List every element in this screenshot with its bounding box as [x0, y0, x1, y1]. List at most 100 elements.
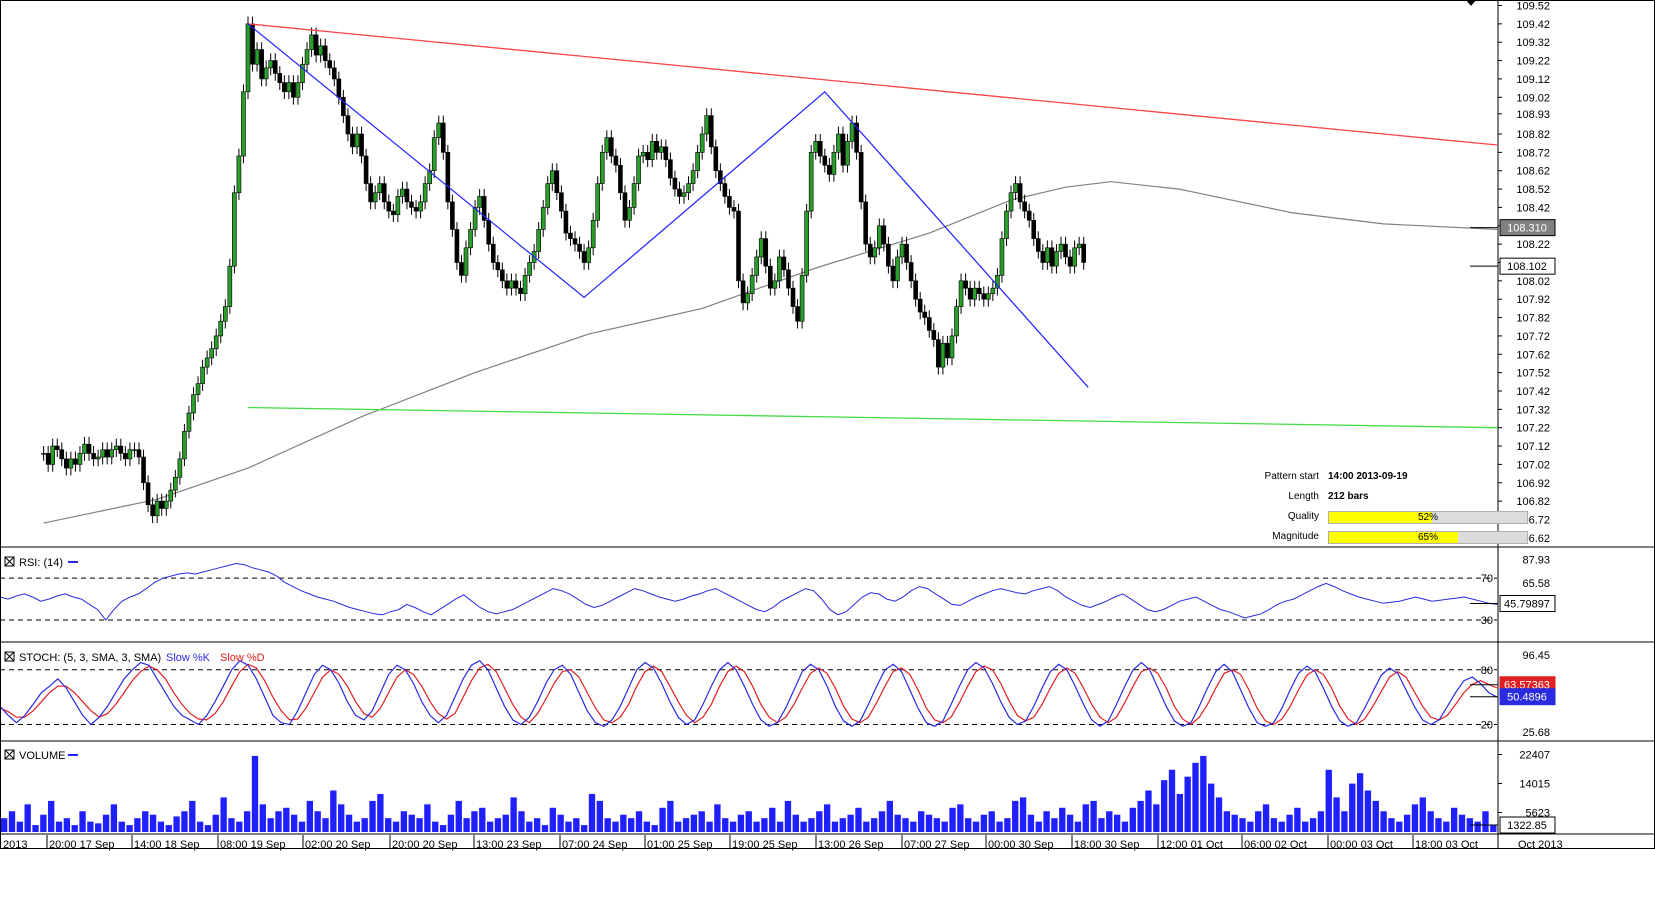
- candle-body: [368, 183, 373, 203]
- volume-bar: [996, 821, 1003, 832]
- candle: [926, 310, 932, 338]
- candle: [631, 176, 637, 215]
- candle-body: [722, 183, 728, 197]
- candle-body: [468, 229, 473, 249]
- candle: [954, 299, 959, 344]
- volume-bar: [1411, 804, 1419, 832]
- candle: [917, 291, 923, 320]
- candle-body: [568, 232, 573, 239]
- volume-bar: [251, 755, 259, 832]
- sma-value-box: [1499, 219, 1556, 237]
- candle: [908, 255, 914, 289]
- price-tick-label: 109.52: [1516, 1, 1550, 13]
- candle: [1076, 236, 1082, 256]
- candle: [1040, 244, 1046, 270]
- candle: [636, 148, 641, 191]
- volume-bar: [330, 790, 337, 832]
- candle-body: [590, 219, 596, 249]
- rsi-title: RSI: (14): [19, 557, 63, 569]
- candle-body: [68, 458, 74, 469]
- volume-current-text: 1322.85: [1507, 820, 1547, 832]
- volume-bar: [353, 821, 361, 832]
- candle-body: [313, 34, 319, 56]
- volume-bar: [855, 807, 862, 832]
- resistance-line: [247, 23, 1498, 146]
- candle-body: [1058, 243, 1064, 252]
- candle-body: [804, 210, 809, 276]
- volume-bar: [941, 821, 948, 832]
- volume-bar: [972, 821, 980, 832]
- candle: [509, 273, 514, 296]
- candle: [931, 323, 937, 347]
- time-label: 08:00 19 Sep: [220, 839, 285, 851]
- candle: [300, 56, 305, 90]
- volume-bar: [1160, 780, 1168, 832]
- volume-bar: [385, 818, 392, 832]
- volume-bar: [16, 821, 24, 832]
- volume-bar: [682, 818, 690, 832]
- volume-bar: [212, 814, 219, 832]
- candle: [350, 126, 355, 155]
- candle-body: [740, 280, 746, 304]
- rsi-current-text: 45.79897: [1504, 599, 1550, 611]
- volume-bar: [1153, 804, 1160, 832]
- volume-bar: [980, 814, 988, 832]
- candle: [836, 126, 841, 160]
- candle-body: [817, 141, 823, 157]
- candle: [286, 75, 292, 100]
- volume-bar: [55, 821, 63, 832]
- candle: [618, 157, 623, 201]
- volume-bar: [816, 811, 823, 832]
- candle-body: [1017, 183, 1023, 203]
- candle-body: [822, 155, 828, 166]
- candle-body: [200, 366, 205, 384]
- time-label: 20:00 17 Sep: [49, 839, 114, 851]
- candle: [540, 200, 546, 237]
- volume-bar: [792, 814, 799, 832]
- candle: [1026, 203, 1032, 228]
- candle: [195, 376, 201, 402]
- candle: [827, 157, 832, 182]
- length-row: Length 212 bars: [1225, 489, 1525, 509]
- volume-bar: [886, 800, 893, 832]
- volume-bar: [651, 825, 658, 832]
- candle: [654, 133, 660, 160]
- candle: [490, 236, 496, 270]
- candle-body: [577, 243, 582, 252]
- candle: [740, 273, 746, 311]
- candle-body: [377, 183, 383, 194]
- candle-body: [472, 207, 478, 230]
- candle-body: [145, 482, 151, 506]
- candle: [981, 286, 987, 307]
- candle: [777, 249, 782, 289]
- candle-body: [659, 146, 664, 153]
- candle: [82, 436, 87, 461]
- candle-body: [550, 170, 555, 184]
- volume-bar: [424, 804, 431, 832]
- candle-body: [613, 155, 619, 166]
- candle-body: [572, 238, 578, 245]
- volume-bar: [1278, 821, 1285, 832]
- candle-body: [931, 330, 937, 340]
- candle: [209, 341, 214, 366]
- volume-bar: [63, 818, 71, 832]
- candle: [786, 262, 791, 296]
- quality-label: Quality: [1287, 511, 1319, 522]
- candle-body: [268, 60, 274, 69]
- volume-bar: [510, 797, 517, 832]
- magnitude-row: Magnitude 65%: [1225, 529, 1528, 549]
- candle-body: [336, 78, 342, 98]
- magnitude-label: Magnitude: [1272, 531, 1319, 542]
- candle: [259, 42, 264, 87]
- candle: [731, 200, 737, 219]
- candle: [41, 446, 46, 461]
- volume-bar: [149, 814, 157, 832]
- candle: [831, 145, 837, 182]
- candle: [936, 332, 941, 375]
- candle-body: [1008, 192, 1014, 212]
- sma-value-text: 108.310: [1507, 223, 1547, 235]
- candle-body: [908, 262, 914, 282]
- candle-body: [463, 247, 469, 276]
- price-panel: 109.52 109.42 109.32 109.22 109.12 109.02 108.…: [41, 1, 1556, 545]
